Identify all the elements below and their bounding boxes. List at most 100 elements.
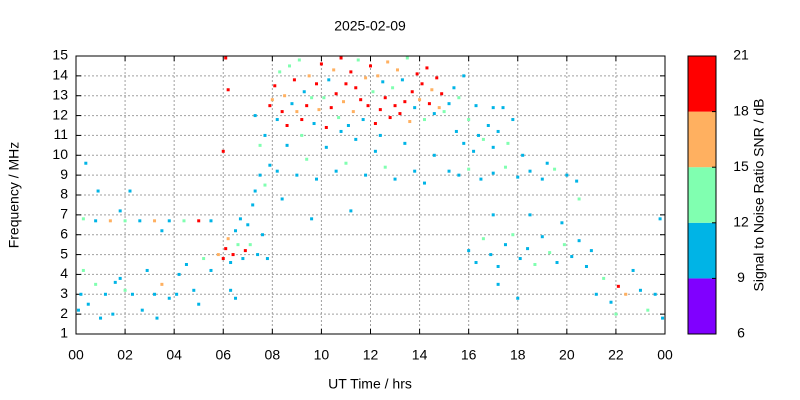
- point: [123, 288, 127, 292]
- point: [354, 86, 358, 90]
- point: [653, 292, 657, 296]
- point: [584, 264, 588, 268]
- point: [94, 219, 98, 223]
- point: [351, 110, 355, 114]
- point: [202, 257, 206, 261]
- colorbar-swatch: [688, 278, 716, 334]
- point: [418, 98, 422, 102]
- colorbar-tick-label: 18: [733, 102, 749, 118]
- point: [491, 213, 495, 217]
- point: [383, 165, 387, 169]
- point: [661, 316, 665, 320]
- point: [297, 58, 301, 62]
- point: [268, 163, 272, 167]
- point: [577, 239, 581, 243]
- point: [479, 177, 483, 181]
- x-tick-label: 22: [608, 347, 624, 363]
- point: [315, 82, 319, 86]
- point: [427, 102, 431, 106]
- point: [503, 243, 507, 247]
- point: [81, 268, 85, 272]
- point: [86, 302, 90, 306]
- point: [462, 74, 466, 78]
- plot-frame: [75, 55, 666, 335]
- point: [113, 280, 117, 284]
- point: [614, 312, 618, 316]
- x-tick-label: 00: [68, 347, 84, 363]
- point: [376, 74, 380, 78]
- point: [130, 292, 134, 296]
- point: [280, 110, 284, 114]
- point: [79, 292, 83, 296]
- point: [364, 76, 368, 80]
- point: [476, 133, 480, 137]
- point: [378, 133, 382, 137]
- colorbar-tick-label: 21: [733, 47, 749, 63]
- point: [243, 249, 247, 253]
- point: [192, 288, 196, 292]
- y-tick-label: 6: [60, 225, 68, 241]
- colorbar-swatch: [688, 56, 716, 112]
- point: [278, 70, 282, 74]
- point: [361, 118, 365, 122]
- point: [145, 268, 149, 272]
- point: [216, 253, 220, 257]
- colorbar-tick-label: 6: [737, 325, 745, 341]
- colorbar-swatch: [688, 222, 716, 279]
- point: [413, 106, 417, 110]
- point: [366, 104, 370, 108]
- point: [334, 169, 338, 173]
- point: [594, 292, 598, 296]
- point: [302, 90, 306, 94]
- point: [562, 243, 566, 247]
- point: [339, 56, 343, 60]
- x-tick-label: 08: [265, 347, 281, 363]
- point: [349, 70, 353, 74]
- point: [153, 292, 157, 296]
- point: [84, 161, 88, 165]
- point: [329, 106, 333, 110]
- point: [553, 167, 557, 171]
- point: [138, 219, 142, 223]
- point: [516, 296, 520, 300]
- point: [420, 82, 424, 86]
- point: [403, 141, 407, 145]
- point: [263, 183, 267, 187]
- point: [496, 264, 500, 268]
- point: [197, 302, 201, 306]
- point: [224, 56, 228, 60]
- point: [616, 284, 620, 288]
- point: [393, 104, 397, 108]
- point: [300, 133, 304, 137]
- point: [310, 217, 314, 221]
- point: [646, 308, 650, 312]
- point: [258, 143, 262, 147]
- point: [160, 229, 164, 233]
- y-tick-label: 9: [60, 166, 68, 182]
- point: [371, 90, 375, 94]
- x-tick-label: 18: [510, 347, 526, 363]
- point: [226, 88, 230, 92]
- x-tick-label: 06: [215, 347, 231, 363]
- point: [246, 223, 250, 227]
- point: [231, 253, 235, 257]
- point: [489, 253, 493, 257]
- colorbar-tick-label: 9: [737, 269, 745, 285]
- point: [467, 249, 471, 253]
- point: [177, 272, 181, 276]
- point: [182, 219, 186, 223]
- point: [467, 118, 471, 122]
- point: [349, 209, 353, 213]
- point: [221, 149, 225, 153]
- point: [395, 68, 399, 72]
- point: [432, 112, 436, 116]
- point: [292, 78, 296, 82]
- point: [234, 229, 238, 233]
- y-tick-label: 13: [52, 86, 68, 102]
- chart-title: 2025-02-09: [334, 18, 406, 34]
- point: [209, 268, 213, 272]
- point: [540, 177, 544, 181]
- point: [315, 177, 319, 181]
- y-tick-label: 2: [60, 305, 68, 321]
